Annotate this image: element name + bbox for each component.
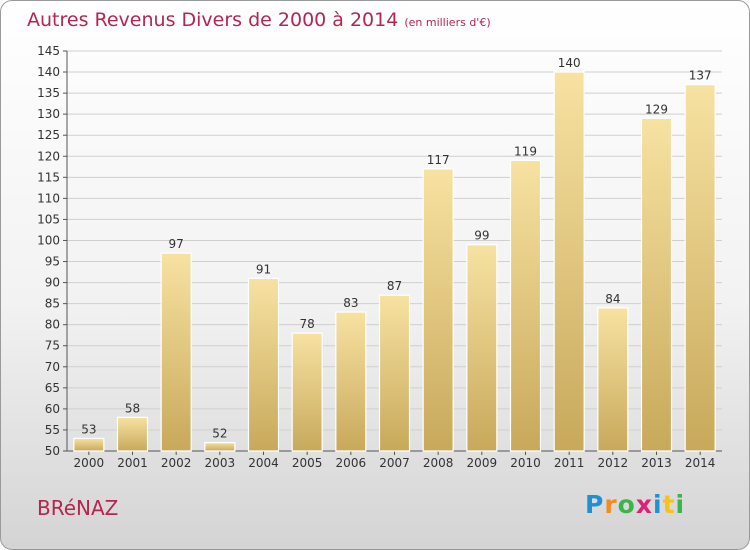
y-tick-label: 60 (45, 402, 60, 416)
y-tick-label: 135 (37, 86, 60, 100)
bar (553, 71, 585, 452)
chart-title: Autres Revenus Divers de 2000 à 2014 (en … (27, 9, 491, 31)
data-label: 91 (256, 262, 271, 276)
y-tick-label: 95 (45, 255, 60, 269)
brand-letter: i (675, 490, 686, 519)
bar (597, 307, 629, 452)
brand-letter: i (653, 490, 663, 519)
x-tick-label: 2005 (292, 456, 323, 470)
bar (684, 84, 716, 452)
chart-title-unit: (en milliers d'€) (404, 16, 491, 29)
y-tick-label: 85 (45, 297, 60, 311)
y-tick-label: 105 (37, 212, 60, 226)
x-tick-label: 2014 (685, 456, 716, 470)
y-tick-label: 65 (45, 381, 60, 395)
bar (640, 117, 673, 452)
y-tick-label: 90 (45, 276, 60, 290)
y-tick-label: 130 (37, 107, 60, 121)
data-label: 119 (514, 144, 537, 158)
brand-letter: t (662, 490, 676, 519)
bar (204, 441, 236, 452)
x-tick-label: 2010 (510, 456, 541, 470)
data-label: 129 (645, 102, 668, 116)
data-label: 99 (474, 229, 489, 243)
data-label: 78 (300, 317, 315, 331)
data-label: 53 (81, 422, 96, 436)
place-name: BRéNAZ (37, 496, 119, 520)
brand-letter: o (617, 490, 636, 519)
y-tick-label: 145 (37, 44, 60, 58)
bar (335, 311, 367, 452)
x-tick-label: 2006 (336, 456, 367, 470)
bar (247, 277, 280, 452)
y-tick-label: 50 (45, 444, 60, 458)
x-tick-label: 2013 (641, 456, 672, 470)
bar (160, 252, 192, 452)
data-label: 58 (125, 401, 140, 415)
bar (116, 416, 149, 452)
x-tick-label: 2008 (423, 456, 454, 470)
chart-title-main: Autres Revenus Divers de 2000 à 2014 (27, 9, 399, 31)
y-tick-label: 80 (45, 318, 60, 332)
brand-letter: r (604, 490, 618, 519)
x-tick-label: 2004 (248, 456, 279, 470)
data-label: 83 (343, 296, 358, 310)
y-tick-label: 120 (37, 149, 60, 163)
y-tick-label: 125 (37, 128, 60, 142)
data-label: 84 (605, 292, 620, 306)
y-tick-label: 55 (45, 423, 60, 437)
data-label: 137 (689, 69, 712, 83)
y-tick-label: 140 (37, 65, 60, 79)
bar (73, 437, 105, 452)
brand-letter: P (585, 490, 605, 519)
x-tick-label: 2011 (554, 456, 585, 470)
data-label: 87 (387, 279, 402, 293)
data-label: 117 (427, 153, 450, 167)
bar (378, 294, 411, 452)
bar (466, 244, 498, 452)
x-tick-label: 2001 (117, 456, 148, 470)
y-tick-label: 100 (37, 233, 60, 247)
bar (422, 168, 454, 452)
y-tick-label: 70 (45, 360, 60, 374)
data-label: 140 (558, 56, 581, 70)
x-tick-label: 2007 (379, 456, 410, 470)
y-tick-label: 115 (37, 170, 60, 184)
data-label: 97 (169, 237, 184, 251)
data-label: 52 (212, 427, 227, 441)
y-tick-label: 75 (45, 339, 60, 353)
bar (509, 159, 542, 452)
x-tick-label: 2003 (205, 456, 236, 470)
y-tick-label: 110 (37, 191, 60, 205)
x-tick-label: 2002 (161, 456, 192, 470)
x-tick-label: 2009 (467, 456, 498, 470)
brand-letter: x (635, 490, 653, 519)
bar (291, 332, 323, 452)
brand-logo: Proxiti (585, 490, 685, 519)
x-tick-label: 2000 (74, 456, 105, 470)
x-tick-label: 2012 (598, 456, 629, 470)
